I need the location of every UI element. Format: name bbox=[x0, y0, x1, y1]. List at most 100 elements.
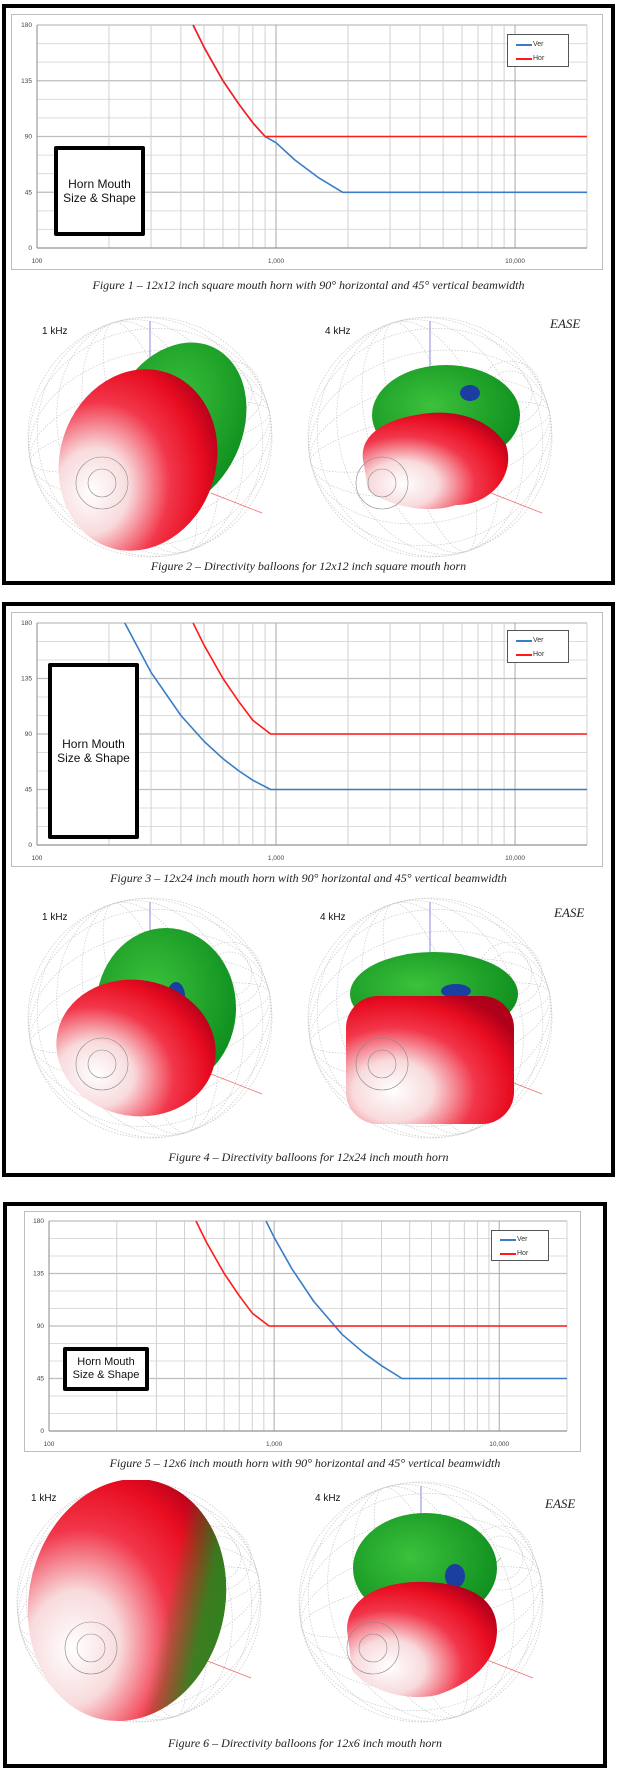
front-target bbox=[346, 1621, 400, 1675]
rear-target-ring bbox=[478, 1535, 524, 1581]
main-lobe bbox=[56, 979, 216, 1117]
x-axis-line bbox=[210, 1073, 263, 1095]
series-line-hor bbox=[195, 1220, 567, 1327]
x-tick-label: 10,000 bbox=[505, 258, 525, 265]
main-lobe bbox=[347, 1581, 497, 1698]
sphere-meridian bbox=[316, 317, 544, 557]
directivity-balloon-1khz bbox=[27, 897, 273, 1139]
annotation-line-2: Size & Shape bbox=[72, 1369, 140, 1381]
legend-label: Ver bbox=[533, 637, 544, 644]
ease-watermark: EASE bbox=[545, 1496, 576, 1511]
sphere-outline bbox=[27, 897, 273, 1139]
annotation-line-2: Size & Shape bbox=[63, 191, 136, 205]
main-lobe bbox=[346, 996, 514, 1124]
front-target bbox=[75, 456, 129, 510]
front-target-ring bbox=[355, 456, 409, 510]
ease-watermark: EASE bbox=[554, 905, 585, 920]
directivity-balloon-4khz bbox=[298, 1481, 544, 1723]
directivity-balloon-1khz bbox=[16, 1480, 262, 1723]
legend-item-hor: Hor bbox=[516, 651, 544, 658]
chart-legend: Ver Hor bbox=[507, 630, 569, 663]
x-axis-line bbox=[490, 492, 543, 514]
front-target-ring bbox=[75, 456, 129, 510]
balloon-label-4khz: 4 kHz bbox=[325, 326, 351, 337]
front-target-ring bbox=[367, 1049, 397, 1079]
legend-label: Ver bbox=[517, 1236, 528, 1243]
chart-legend: Ver Hor bbox=[507, 34, 569, 67]
y-tick-label: 45 bbox=[37, 1376, 45, 1383]
figure-caption-2: Figure 2 – Directivity balloons for 12x1… bbox=[150, 559, 467, 573]
legend-swatch-ver bbox=[516, 639, 532, 642]
front-target-ring bbox=[346, 1621, 400, 1675]
x-tick-label: 100 bbox=[44, 1441, 55, 1448]
sphere-outline bbox=[298, 1481, 544, 1723]
x-tick-label: 1,000 bbox=[266, 1441, 283, 1448]
front-target-ring bbox=[87, 1049, 117, 1079]
sphere-outline bbox=[307, 316, 553, 558]
y-tick-label: 0 bbox=[40, 1428, 44, 1435]
y-tick-label: 0 bbox=[28, 842, 32, 849]
x-tick-label: 100 bbox=[32, 258, 43, 265]
front-target-ring bbox=[355, 1037, 409, 1091]
x-axis-line bbox=[199, 1657, 252, 1679]
legend-item-hor: Hor bbox=[516, 55, 544, 62]
sphere-outline bbox=[307, 897, 553, 1139]
x-tick-label: 10,000 bbox=[489, 1441, 509, 1448]
chart-legend: Ver Hor bbox=[491, 1230, 549, 1261]
legend-label: Ver bbox=[533, 41, 544, 48]
annotation-line-2: Size & Shape bbox=[57, 751, 130, 765]
balloon-label-1khz: 1 kHz bbox=[42, 326, 68, 337]
series-line-hor bbox=[192, 622, 587, 735]
blue-null bbox=[441, 984, 471, 998]
legend-item-ver: Ver bbox=[500, 1236, 528, 1243]
horn-mouth-annotation: Horn Mouth Size & Shape bbox=[54, 146, 145, 236]
front-target-ring bbox=[76, 1633, 106, 1663]
y-tick-label: 45 bbox=[25, 189, 33, 196]
sphere-meridian bbox=[36, 317, 264, 557]
main-lobe bbox=[362, 412, 509, 510]
y-tick-label: 135 bbox=[33, 1271, 44, 1278]
horn-mouth-annotation: Horn Mouth Size & Shape bbox=[63, 1347, 149, 1391]
legend-item-ver: Ver bbox=[516, 41, 544, 48]
y-tick-label: 180 bbox=[21, 22, 32, 29]
x-tick-label: 1,000 bbox=[268, 258, 285, 265]
legend-label: Hor bbox=[533, 55, 545, 62]
horn-mouth-annotation: Horn Mouth Size & Shape bbox=[48, 663, 139, 839]
series-line-hor bbox=[192, 24, 587, 138]
front-target bbox=[64, 1621, 118, 1675]
legend-swatch-ver bbox=[500, 1238, 516, 1241]
legend-swatch-ver bbox=[516, 43, 532, 46]
blue-null bbox=[460, 385, 480, 401]
sphere-outline bbox=[16, 1481, 262, 1723]
sphere-outline bbox=[27, 316, 273, 558]
y-tick-label: 90 bbox=[25, 731, 33, 738]
balloon-label-4khz: 4 kHz bbox=[320, 912, 346, 923]
legend-item-hor: Hor bbox=[500, 1250, 528, 1257]
sphere-meridian bbox=[307, 1482, 535, 1722]
balloon-label-1khz: 1 kHz bbox=[31, 1493, 57, 1504]
y-tick-label: 180 bbox=[33, 1218, 44, 1225]
y-tick-label: 90 bbox=[37, 1323, 45, 1330]
figure-caption-4: Figure 4 – Directivity balloons for 12x2… bbox=[168, 1150, 449, 1164]
balloon-label-1khz: 1 kHz bbox=[42, 912, 68, 923]
green-edge bbox=[27, 1480, 227, 1722]
series-line-ver bbox=[265, 1220, 567, 1380]
y-tick-label: 0 bbox=[28, 245, 32, 252]
figure-caption-6: Figure 6 – Directivity balloons for 12x6… bbox=[167, 1736, 443, 1750]
figure-caption-1: Figure 1 – 12x12 inch square mouth horn … bbox=[92, 278, 525, 292]
directivity-balloon-1khz bbox=[27, 316, 273, 558]
annotation-line-1: Horn Mouth bbox=[68, 177, 131, 191]
figure-panel-2: 0 45 90 135 180 100 1,000 10,000 Horn Mouth Siz… bbox=[2, 602, 615, 1177]
front-target bbox=[355, 456, 409, 510]
front-target-ring bbox=[87, 468, 117, 498]
ease-watermark: EASE bbox=[550, 316, 581, 331]
front-target-ring bbox=[75, 1037, 129, 1091]
balloon-label-4khz: 4 kHz bbox=[315, 1493, 341, 1504]
figure-caption-5: Figure 5 – 12x6 inch mouth horn with 90°… bbox=[109, 1456, 501, 1470]
chart-plot: 0 45 90 135 180 100 1,000 10,000 bbox=[33, 1218, 568, 1448]
series-line-ver bbox=[124, 622, 587, 791]
y-tick-label: 180 bbox=[21, 620, 32, 627]
x-tick-label: 100 bbox=[32, 855, 43, 862]
x-axis-line bbox=[210, 492, 263, 514]
legend-label: Hor bbox=[533, 651, 545, 658]
